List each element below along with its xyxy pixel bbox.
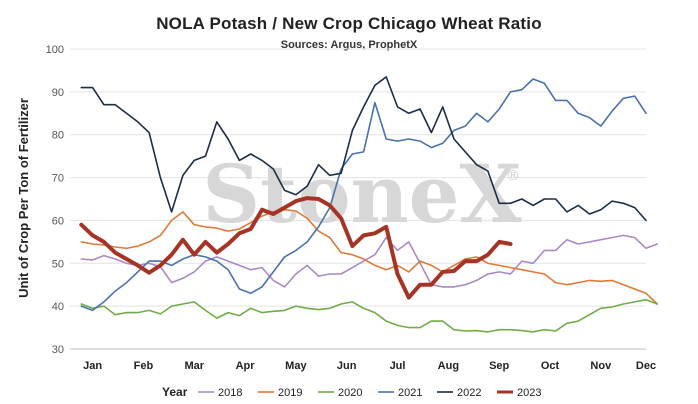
legend: Year 2018 2019 2020 2021 2022 2023 [162, 385, 541, 399]
y-tick-label: 40 [52, 301, 64, 313]
series-line-2022 [80, 76, 647, 222]
chart-title: NOLA Potash / New Crop Chicago Wheat Rat… [156, 14, 542, 33]
x-tick-label-mar: Mar [184, 360, 204, 372]
x-axis-ticks: Jan Feb Mar Apr May Jun Jul Aug Sep Oct Nov Dec [83, 360, 656, 372]
y-axis-label: Unit of Crop Per Ton of Fertilizer [16, 98, 31, 298]
series-lines [79, 76, 659, 333]
y-tick-label: 70 [52, 173, 64, 185]
x-tick-label-may: May [285, 360, 307, 372]
y-tick-label: 100 [46, 44, 64, 56]
watermark: StoneX ® [202, 147, 521, 241]
y-tick-label: 60 [52, 215, 64, 227]
series-line-2020 [80, 298, 659, 333]
x-tick-label-jan: Jan [83, 360, 102, 372]
legend-label-2020: 2020 [338, 387, 362, 399]
x-tick-label-jul: Jul [390, 360, 406, 372]
series-line-2018 [80, 234, 659, 288]
legend-label-2021: 2021 [398, 387, 422, 399]
legend-label-2018: 2018 [218, 387, 242, 399]
x-tick-label-aug: Aug [438, 360, 459, 372]
legend-title: Year [162, 385, 188, 399]
y-tick-label: 50 [52, 258, 64, 270]
legend-label-2023: 2023 [517, 387, 541, 399]
x-tick-label-nov: Nov [590, 360, 612, 372]
x-tick-label-dec: Dec [636, 360, 656, 372]
x-tick-label-sep: Sep [489, 360, 509, 372]
x-tick-label-jun: Jun [337, 360, 357, 372]
x-tick-label-oct: Oct [541, 360, 560, 372]
x-tick-label-feb: Feb [134, 360, 154, 372]
chart-subtitle: Sources: Argus, ProphetX [280, 39, 418, 51]
legend-label-2022: 2022 [457, 387, 481, 399]
y-tick-label: 30 [52, 344, 64, 356]
legend-label-2019: 2019 [278, 387, 302, 399]
series-line-2023 [79, 196, 513, 300]
x-tick-label-apr: Apr [236, 360, 256, 372]
y-tick-label: 80 [52, 130, 64, 142]
watermark-registered-mark: ® [506, 168, 520, 184]
series-line-2019 [80, 208, 659, 305]
series-line-2021 [80, 78, 647, 312]
watermark-text: StoneX [202, 147, 521, 241]
y-tick-label: 90 [52, 87, 64, 99]
y-axis-ticks: 30 40 50 60 70 80 90 100 [46, 44, 64, 356]
